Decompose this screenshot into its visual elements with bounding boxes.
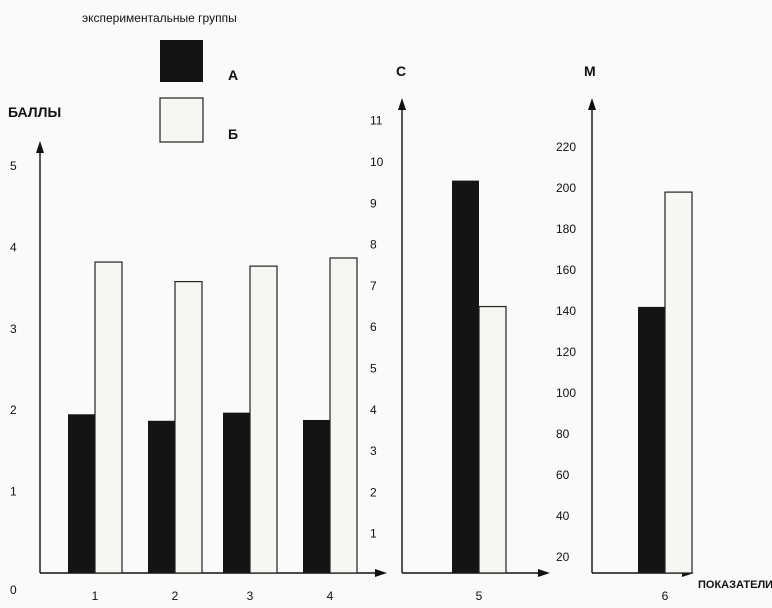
legend-title: экспериментальные группы: [82, 11, 237, 25]
y-tick-label: 11: [370, 114, 383, 128]
y-tick-label: 100: [556, 386, 576, 400]
y-tick-label: 160: [556, 263, 576, 277]
x-tick-label: 2: [172, 589, 179, 603]
chart-panel-3: 20 40 60 80 100 120 140 160 180 200 220 6: [556, 98, 694, 603]
y-axis-arrow: [36, 141, 44, 153]
y-tick-label: 60: [556, 468, 570, 482]
bar-b-category-1: [94, 261, 123, 574]
bar-a-category-4: [303, 419, 330, 573]
x-tick-label: 6: [662, 589, 669, 603]
y-tick-label: 5: [10, 159, 17, 173]
y-tick-label: 7: [370, 279, 377, 293]
y-tick-label: 6: [370, 320, 377, 334]
bar-b-category-2: [174, 280, 203, 574]
chart-panel-1: 0 1 2 3 4 5 1 2 3 4: [10, 141, 387, 603]
chart-panels: 0 1 2 3 4 5 1 2 3 4 1 2 3 4 5 6 7 8 9 10 11 5 20 40 60 80 100 120 14…: [10, 98, 694, 603]
y-tick-label: 10: [370, 155, 384, 169]
legend-swatch-b: [159, 97, 204, 143]
y-tick-label: 220: [556, 140, 576, 154]
y-tick-label: 3: [10, 322, 17, 336]
y-tick-label: 180: [556, 222, 576, 236]
y-tick-label: 40: [556, 509, 570, 523]
y-tick-label: 9: [370, 196, 377, 210]
x-tick-label: 1: [92, 589, 99, 603]
legend-label-a: А: [228, 67, 238, 83]
y-axis-title-scores: БАЛЛЫ: [8, 104, 61, 120]
legend: экспериментальные группы А Б: [82, 11, 238, 143]
y-tick-label: 3: [370, 444, 377, 458]
y-tick-label: 140: [556, 304, 576, 318]
y-tick-label: 0: [10, 583, 17, 597]
y-tick-label: 8: [370, 238, 377, 252]
y-tick-label: 2: [370, 485, 377, 499]
bar-b-category-3: [249, 265, 278, 574]
bar-a-category-6: [638, 306, 665, 573]
bar-a-category-5: [452, 180, 479, 573]
y-axis-arrow: [398, 98, 406, 110]
y-tick-label: 1: [370, 527, 377, 541]
y-axis-title-c: С: [396, 63, 406, 79]
legend-label-b: Б: [228, 126, 238, 142]
x-tick-label: 5: [476, 589, 483, 603]
x-axis-arrow: [538, 569, 550, 577]
y-tick-label: 20: [556, 550, 570, 564]
x-axis-title: ПОКАЗАТЕЛИ: [698, 579, 772, 591]
bar-a-category-1: [68, 414, 95, 573]
bar-a-category-3: [223, 412, 250, 573]
x-tick-label: 4: [327, 589, 334, 603]
y-tick-label: 2: [10, 403, 17, 417]
y-tick-label: 80: [556, 427, 570, 441]
bar-a-category-2: [148, 420, 175, 573]
y-tick-label: 200: [556, 181, 576, 195]
bar-b-category-5: [478, 305, 507, 574]
x-axis-arrow: [375, 569, 387, 577]
bar-b-category-4: [329, 257, 358, 574]
y-tick-label: 120: [556, 345, 576, 359]
y-tick-label: 4: [10, 240, 17, 254]
y-tick-label: 4: [370, 403, 377, 417]
x-tick-label: 3: [247, 589, 254, 603]
y-axis-title-m: М: [584, 63, 596, 79]
y-axis-arrow: [588, 98, 596, 110]
bar-b-category-6: [664, 191, 693, 574]
legend-swatch-a: [160, 40, 203, 82]
y-tick-label: 5: [370, 362, 377, 376]
y-tick-label: 1: [10, 485, 17, 499]
chart-panel-2: 1 2 3 4 5 6 7 8 9 10 11 5: [370, 98, 550, 603]
